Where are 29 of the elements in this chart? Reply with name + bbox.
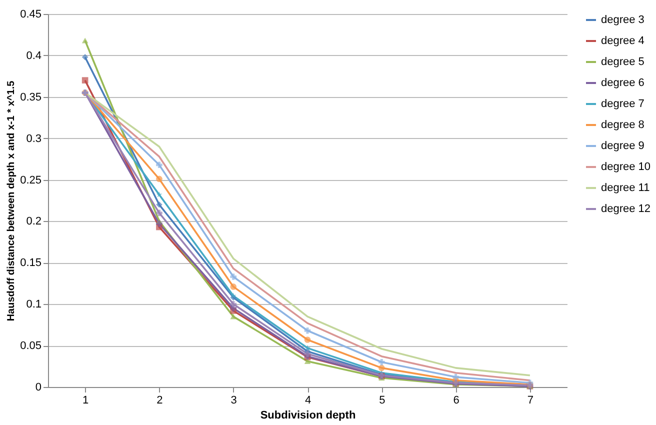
x-tick-label: 7 <box>527 394 534 406</box>
y-tick-label: 0.05 <box>20 340 42 352</box>
legend-label: degree 5 <box>601 56 644 68</box>
x-tick-label: 3 <box>230 394 237 406</box>
x-tick-label: 5 <box>379 394 386 406</box>
x-tick-label: 2 <box>156 394 163 406</box>
legend-label: degree 10 <box>601 161 651 173</box>
y-tick-label: 0 <box>35 382 42 394</box>
legend-label: degree 8 <box>601 119 644 131</box>
x-axis-title: Subdivision depth <box>260 410 356 422</box>
legend-label: degree 3 <box>601 14 644 26</box>
y-axis-title: Hausdoff distance between depth x and x-1 * x^1.5 <box>6 80 18 322</box>
x-tick-label: 1 <box>82 394 89 406</box>
legend-label: degree 11 <box>601 182 650 194</box>
legend-label: degree 12 <box>601 203 651 215</box>
y-tick-label: 0.35 <box>20 91 42 104</box>
legend-label: degree 7 <box>601 98 644 110</box>
y-tick-label: 0.3 <box>26 132 42 145</box>
legend-label: degree 4 <box>601 35 644 47</box>
legend-label: degree 9 <box>601 140 644 152</box>
y-tick-label: 0.2 <box>26 216 42 228</box>
y-tick-label: 0.45 <box>20 8 42 20</box>
x-tick-label: 4 <box>304 394 312 406</box>
x-tick-label: 6 <box>453 394 460 406</box>
y-tick-label: 0.4 <box>26 50 42 62</box>
y-tick-label: 0.15 <box>20 257 42 270</box>
legend-label: degree 6 <box>601 77 644 89</box>
y-tick-label: 0.1 <box>26 298 42 311</box>
y-tick-label: 0.25 <box>20 174 42 186</box>
